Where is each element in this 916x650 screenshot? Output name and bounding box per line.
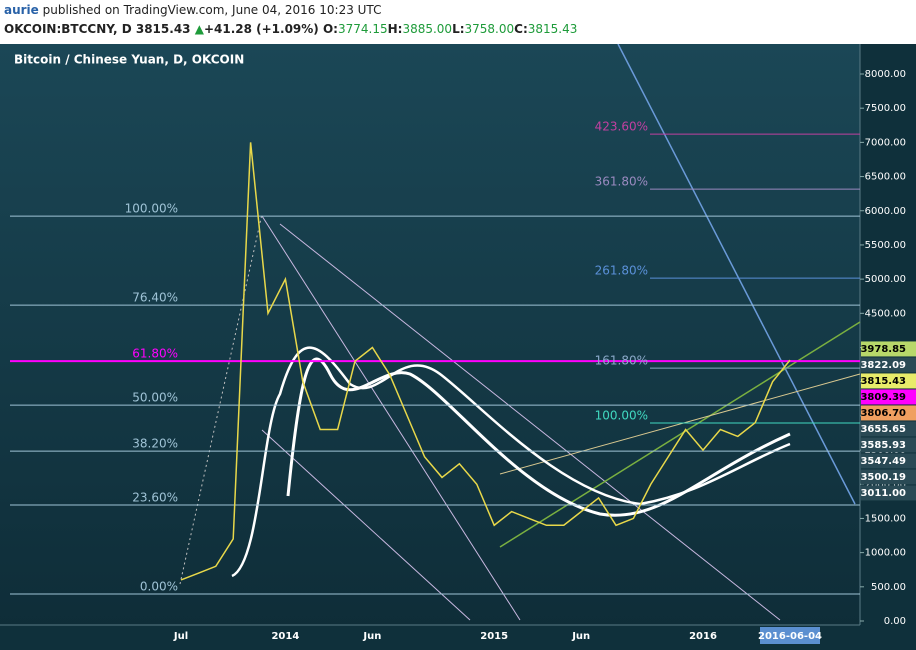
background (0, 44, 916, 650)
y-axis-panel (860, 44, 916, 625)
y-tick-label: 0.00 (884, 616, 906, 627)
fib-label: 23.60% (132, 491, 178, 505)
fib-label: 0.00% (140, 579, 178, 593)
y-tick-label: 7000.00 (865, 137, 906, 148)
y-tick-label: 5000.00 (865, 274, 906, 285)
up-arrow: ▲ (194, 22, 204, 36)
ohlc-label: C: (514, 22, 528, 36)
price-label-bg (861, 405, 916, 421)
y-tick-label: 1000.00 (865, 548, 906, 559)
price-label: 3500.19 (860, 472, 906, 483)
ohlc-value: 3815.43 (527, 22, 578, 36)
symbol: OKCOIN:BTCCNY, D (4, 22, 132, 36)
fib-label: 38.20% (132, 437, 178, 451)
price-label: 3815.43 (860, 376, 906, 387)
x-tick-highlight (760, 627, 820, 644)
price-label: 3822.09 (860, 360, 906, 371)
y-tick-label: 2000.00 (865, 479, 906, 490)
price-label: 3655.65 (860, 424, 906, 435)
y-tick-label: 1500.00 (865, 513, 906, 524)
chart: Bitcoin / Chinese Yuan, D, OKCOIN 0.00 50… (0, 44, 916, 650)
fib-label: 61.80% (132, 347, 178, 361)
x-tick-label: Jun (362, 631, 381, 642)
ohlc-value: 3758.00 (464, 22, 515, 36)
moving-average (231, 346, 791, 578)
published: published on TradingView.com, June 04, 2… (42, 3, 382, 17)
price-label-bg (861, 437, 916, 453)
drawings (179, 44, 861, 621)
price-label-bg (861, 341, 916, 357)
trend-line (499, 373, 861, 475)
price-label: 3809.39 (860, 392, 906, 403)
trend-line (179, 213, 263, 585)
trend-line (499, 321, 861, 548)
ohlc-value: 3885.00 (402, 22, 453, 36)
price-label-bg (861, 469, 916, 485)
y-tick-label: 5500.00 (865, 240, 906, 251)
fib-label: 100.00% (125, 202, 178, 216)
chart-title: Bitcoin / Chinese Yuan, D, OKCOIN (14, 53, 244, 67)
y-tick-label: 6500.00 (865, 172, 906, 183)
price-label-bg (861, 373, 916, 389)
channel-line (261, 215, 521, 621)
user[interactable]: aurie (4, 3, 39, 17)
fib-label: 423.60% (595, 120, 648, 134)
price-label: 3011.00 (860, 488, 906, 499)
x-tick-label: Jun (571, 631, 590, 642)
symbol-line: OKCOIN:BTCCNY, D 3815.43 ▲+41.28 (+1.09%… (4, 22, 577, 36)
ohlc: O:3774.15H:3885.00L:3758.00C:3815.43 (323, 22, 577, 36)
x-tick-label: Jul (173, 631, 188, 642)
fib-label: 261.80% (595, 264, 648, 278)
change: +41.28 (+1.09%) (203, 22, 319, 36)
price-label-bg (861, 421, 916, 437)
price-label-bg (861, 357, 916, 373)
x-tick-label: 2016 (689, 631, 717, 642)
y-tick-label: 500.00 (871, 582, 906, 593)
ohlc-label: H: (387, 22, 403, 36)
fib-label: 50.00% (132, 391, 178, 405)
fib-label: 361.80% (595, 175, 648, 189)
price-label-bg (861, 485, 916, 501)
price-label-bg (861, 389, 916, 405)
price-label: 3547.49 (860, 456, 906, 467)
publish-line: aurie published on TradingView.com, June… (4, 3, 381, 17)
price: 3815.43 (135, 22, 191, 36)
fib-label: 76.40% (132, 291, 178, 305)
price-label: 3978.85 (860, 344, 906, 355)
x-tick-label: 2015 (480, 631, 508, 642)
y-tick-label: 4500.00 (865, 308, 906, 319)
channel-line (261, 429, 471, 621)
y-tick-label: 7500.00 (865, 103, 906, 114)
price-label: 3806.70 (860, 408, 906, 419)
trend-line (617, 44, 856, 505)
x-tick-label: 2016-06-04 (758, 631, 822, 642)
price-label-bg (861, 453, 916, 469)
ohlc-value: 3774.15 (337, 22, 388, 36)
channel-line (279, 223, 781, 621)
ohlc-label: O: (322, 22, 338, 36)
header: aurie published on TradingView.com, June… (0, 0, 916, 44)
price-line (180, 142, 791, 581)
y-tick-label: 6000.00 (865, 206, 906, 217)
y-tick-label: 8000.00 (865, 69, 906, 80)
ohlc-label: L: (452, 22, 465, 36)
x-tick-label: 2014 (271, 631, 299, 642)
price-label: 3585.93 (860, 440, 906, 451)
fib-label: 100.00% (595, 409, 648, 423)
fib-label: 161.80% (595, 354, 648, 368)
